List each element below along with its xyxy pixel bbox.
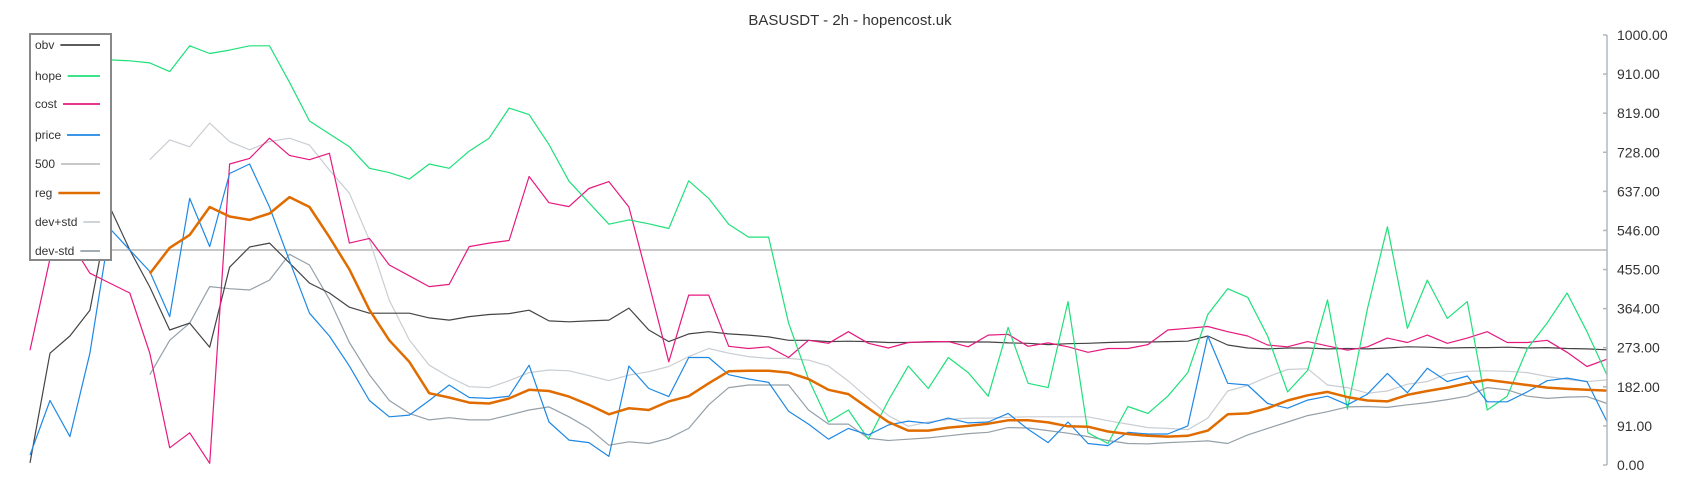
series-line-reg: [148, 195, 1608, 438]
legend-item-reg[interactable]: reg: [35, 186, 100, 200]
series-line-cost: [29, 137, 1608, 464]
y-tick-label: 910.00: [1617, 66, 1660, 82]
legend-label: reg: [35, 186, 52, 200]
y-axis: 0.00 91.00 182.00 273.00 364.00 455.00 546.00 6…: [1603, 27, 1668, 473]
legend-item-dev-std[interactable]: dev-std: [35, 244, 100, 258]
legend-label: dev+std: [35, 215, 77, 229]
series-line-dev-std: [149, 253, 1608, 446]
legend-item-500[interactable]: 500: [35, 157, 100, 171]
legend-label: hope: [35, 69, 62, 83]
y-tick-label: 1000.00: [1617, 27, 1668, 43]
y-tick-label: 819.00: [1617, 105, 1660, 121]
series-line-dev-std: [149, 122, 1608, 431]
series-line-hope: [109, 45, 1608, 445]
y-tick-label: 91.00: [1617, 418, 1652, 434]
series-line-price: [29, 163, 1608, 457]
legend-item-price[interactable]: price: [35, 128, 100, 142]
legend-label: cost: [35, 97, 58, 111]
y-tick-label: 546.00: [1617, 222, 1660, 238]
legend-item-obv[interactable]: obv: [35, 38, 100, 52]
y-tick-label: 364.00: [1617, 301, 1660, 317]
legend-item-cost[interactable]: cost: [35, 97, 100, 111]
y-tick-label: 182.00: [1617, 379, 1660, 395]
chart-title: BASUSDT - 2h - hopencost.uk: [748, 12, 952, 29]
legend-item-dev-std[interactable]: dev+std: [35, 215, 100, 229]
y-tick-label: 455.00: [1617, 262, 1660, 278]
legend-label: 500: [35, 157, 55, 171]
legend-label: obv: [35, 38, 54, 52]
legend-label: price: [35, 128, 61, 142]
y-tick-label: 637.00: [1617, 183, 1660, 199]
legend-item-hope[interactable]: hope: [35, 69, 100, 83]
y-tick-label: 728.00: [1617, 144, 1660, 160]
y-tick-label: 0.00: [1617, 457, 1644, 473]
y-tick-label: 273.00: [1617, 340, 1660, 356]
series-line-obv: [29, 206, 1608, 464]
legend[interactable]: obv hope cost price 500 reg dev+std dev-std: [29, 33, 112, 261]
legend-label: dev-std: [35, 244, 74, 258]
series-layer: [29, 45, 1608, 464]
